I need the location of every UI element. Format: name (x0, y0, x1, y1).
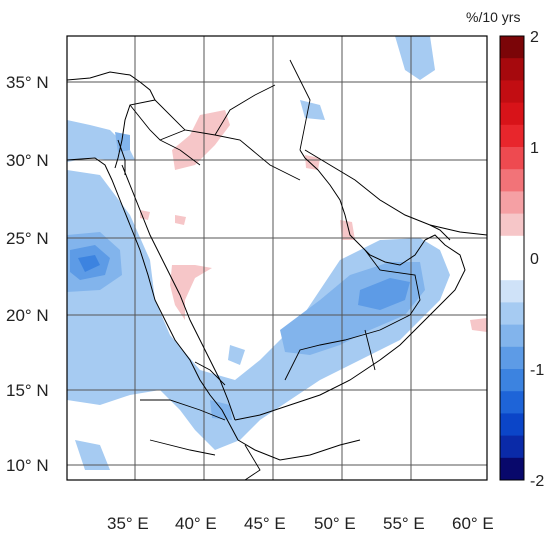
colorbar-segment (500, 258, 524, 281)
lon-label-45: 45° E (244, 514, 286, 533)
colorbar-tick-label: 1 (530, 140, 539, 157)
lat-label-10: 10° N (6, 456, 49, 475)
colorbar-segment (500, 280, 524, 303)
map-frame (66, 35, 488, 481)
graticule (67, 36, 487, 480)
lat-label-15: 15° N (6, 381, 49, 400)
colorbar-segment (500, 369, 524, 392)
lat-label-35: 35° N (6, 73, 49, 92)
colorbar-segment (500, 169, 524, 192)
colorbar-segment (500, 324, 524, 348)
colorbar-segment (500, 147, 524, 170)
colorbar-segment (500, 435, 524, 459)
colorbar-segment (500, 413, 524, 437)
colorbar-segment (500, 58, 524, 81)
latitude-labels: 35° N 30° N 25° N 20° N 15° N 10° N (6, 73, 49, 475)
lon-label-50: 50° E (314, 514, 356, 533)
colorbar-frame (499, 35, 525, 481)
colorbar-segment (500, 457, 524, 481)
trend-field (67, 36, 487, 470)
colorbar-segment (500, 80, 524, 104)
country-borders (129, 59, 421, 480)
lat-label-25: 25° N (6, 229, 49, 248)
colorbar-segment (500, 346, 524, 370)
colorbar: 2 1 0 -1 -2 (499, 29, 544, 490)
colorbar-segment (500, 213, 524, 237)
lon-label-35: 35° E (107, 514, 149, 533)
colorbar-tick-label: -2 (530, 473, 544, 490)
colorbar-segment (500, 191, 524, 215)
colorbar-segment (500, 235, 524, 259)
colorbar-tick-label: 2 (530, 29, 539, 46)
lat-label-20: 20° N (6, 306, 49, 325)
colorbar-segment (500, 124, 524, 148)
longitude-labels: 35° E 40° E 45° E 50° E 55° E 60° E (107, 514, 494, 533)
colorbar-tick-label: 0 (530, 251, 539, 268)
colorbar-segment (500, 302, 524, 326)
colorbar-segment (500, 102, 524, 126)
lon-label-40: 40° E (175, 514, 217, 533)
lon-label-55: 55° E (383, 514, 425, 533)
colorbar-unit: %/10 yrs (466, 9, 520, 25)
lat-label-30: 30° N (6, 151, 49, 170)
colorbar-segment (500, 36, 524, 59)
colorbar-tick-label: -1 (530, 362, 544, 379)
lon-label-60: 60° E (452, 514, 494, 533)
trend-negative-peak (78, 255, 100, 272)
trend-negative-strong (70, 245, 410, 310)
colorbar-segment (500, 391, 524, 414)
